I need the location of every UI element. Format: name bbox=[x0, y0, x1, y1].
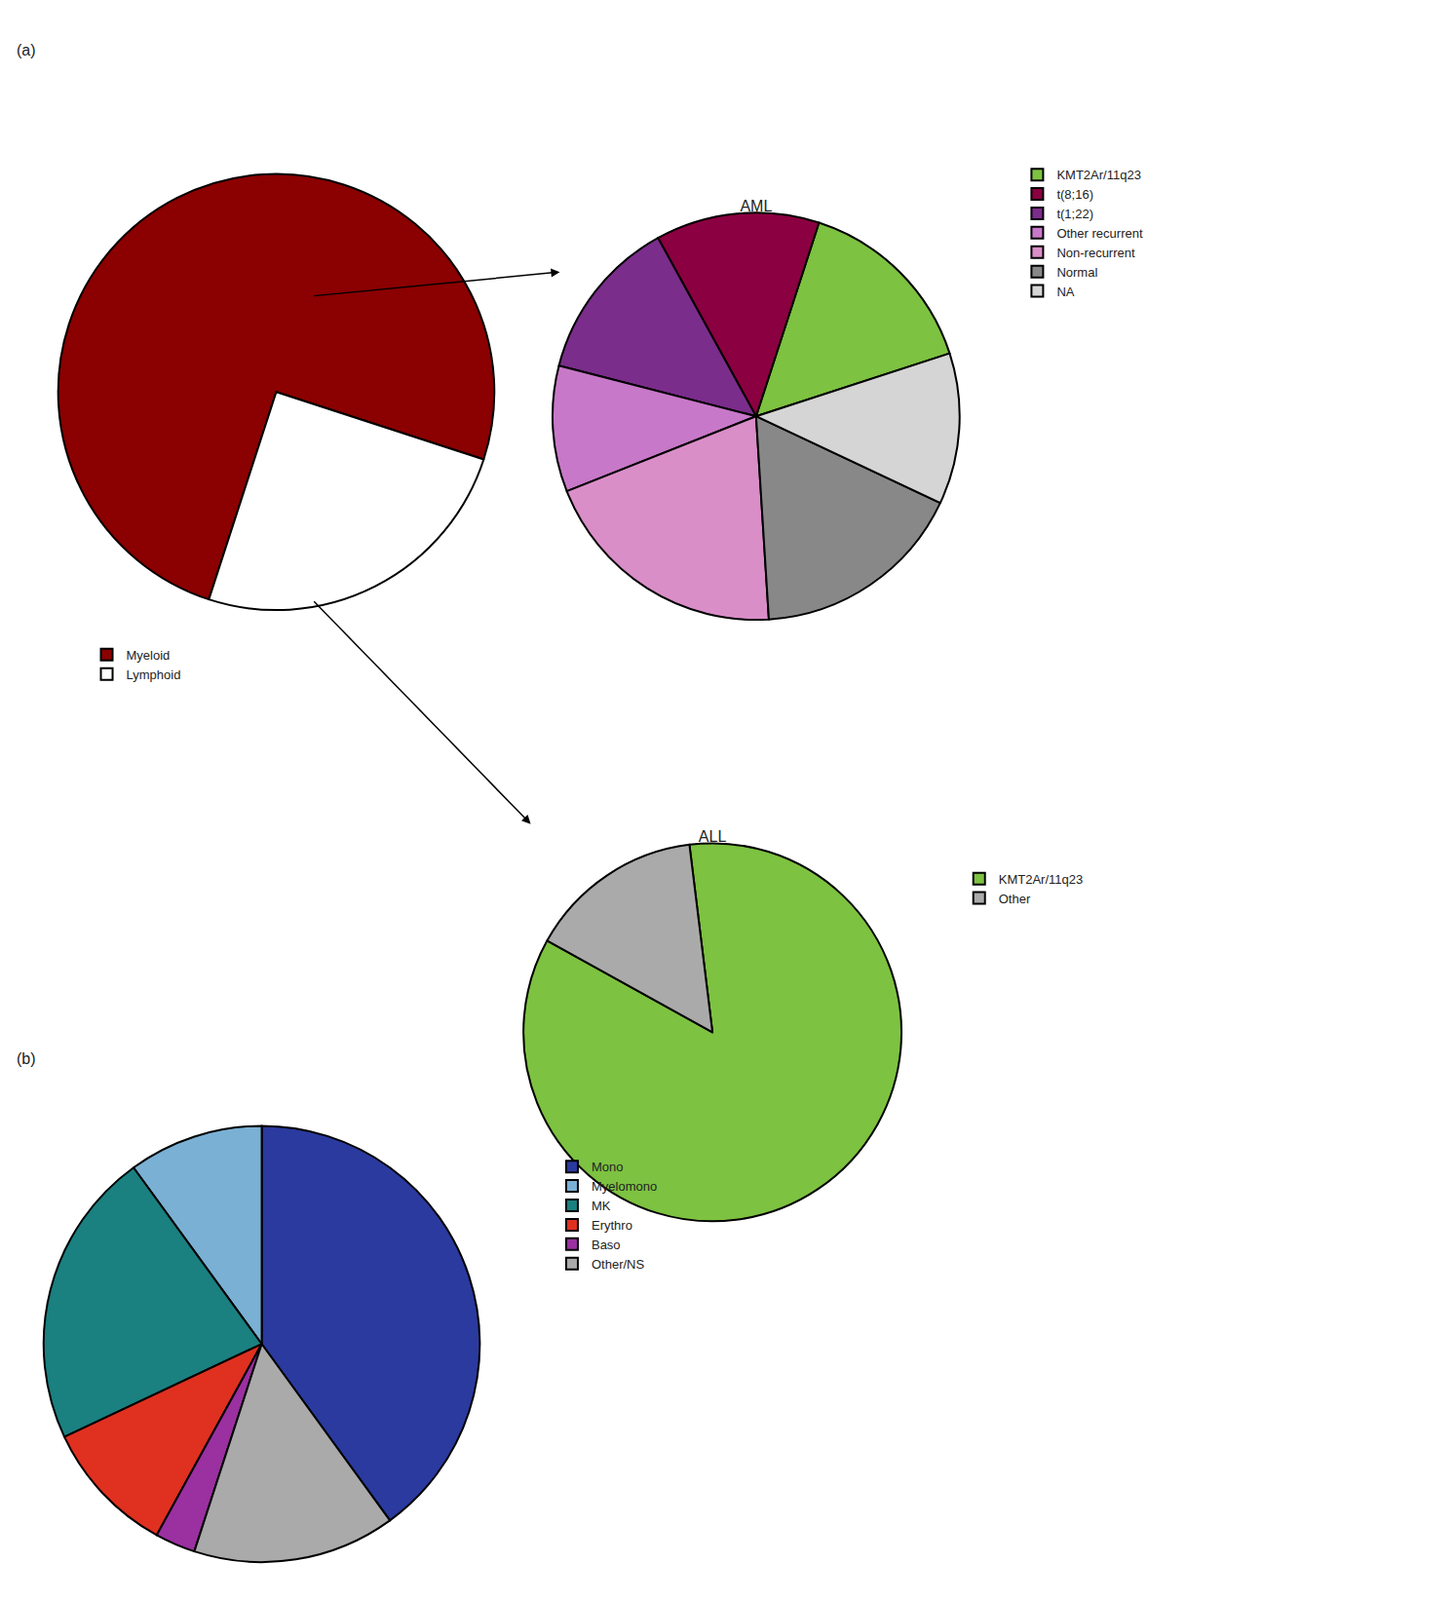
svg-text:(a): (a) bbox=[16, 41, 37, 59]
svg-text:Non-recurrent: Non-recurrent bbox=[1056, 245, 1136, 261]
svg-text:Mono: Mono bbox=[591, 1159, 624, 1175]
svg-text:Myeloid: Myeloid bbox=[126, 648, 171, 663]
svg-text:AML: AML bbox=[739, 197, 772, 215]
svg-text:Lymphoid: Lymphoid bbox=[126, 667, 182, 683]
svg-text:Baso: Baso bbox=[591, 1237, 621, 1253]
svg-text:KMT2Ar/11q23: KMT2Ar/11q23 bbox=[998, 872, 1083, 887]
svg-text:Myelomono: Myelomono bbox=[591, 1179, 657, 1194]
svg-text:t(8;16): t(8;16) bbox=[1056, 187, 1094, 202]
svg-text:t(1;22): t(1;22) bbox=[1056, 206, 1094, 222]
svg-text:Normal: Normal bbox=[1056, 265, 1098, 280]
svg-text:NA: NA bbox=[1056, 284, 1074, 300]
svg-text:Other: Other bbox=[998, 891, 1032, 907]
svg-text:Other/NS: Other/NS bbox=[591, 1257, 646, 1272]
svg-text:ALL: ALL bbox=[698, 828, 727, 845]
svg-text:Other recurrent: Other recurrent bbox=[1056, 226, 1144, 241]
svg-text:Erythro: Erythro bbox=[591, 1218, 633, 1233]
svg-text:(b): (b) bbox=[16, 1050, 37, 1068]
svg-text:KMT2Ar/11q23: KMT2Ar/11q23 bbox=[1056, 167, 1141, 183]
svg-text:MK: MK bbox=[591, 1198, 612, 1214]
